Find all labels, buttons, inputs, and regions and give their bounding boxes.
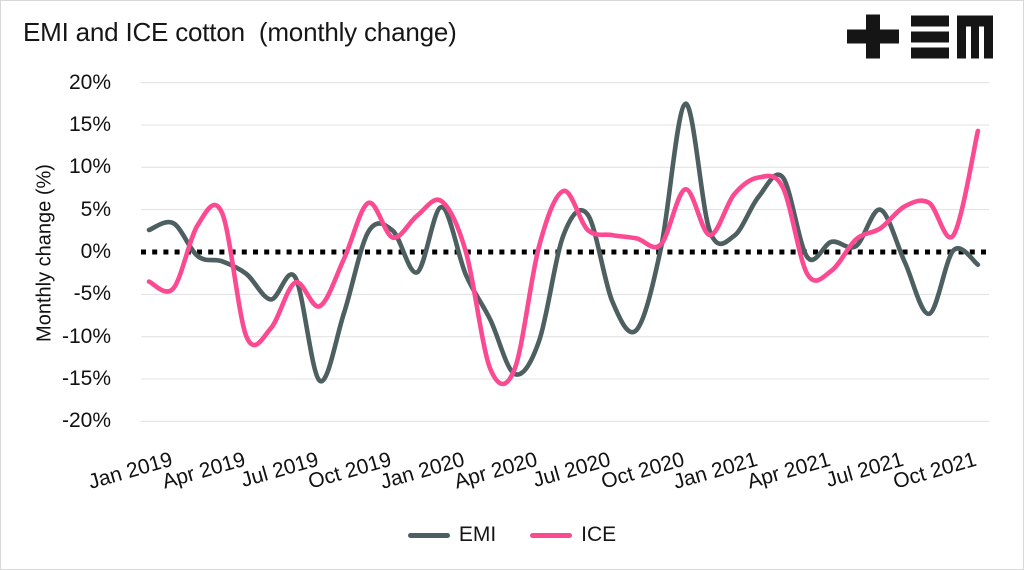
y-tick-label: -20% bbox=[61, 409, 111, 433]
y-tick-label: 5% bbox=[80, 197, 111, 221]
legend-label: EMI bbox=[458, 523, 497, 546]
y-tick-label: 20% bbox=[68, 70, 111, 94]
y-tick-label: 0% bbox=[80, 240, 111, 263]
legend-item-emi: EMI bbox=[407, 523, 497, 547]
legend-item-ice: ICE bbox=[530, 523, 616, 547]
series-line-ice bbox=[146, 128, 981, 387]
tem-logo bbox=[847, 14, 993, 59]
y-tick-label: -10% bbox=[61, 324, 111, 348]
logo-bar-top bbox=[911, 15, 949, 27]
chart-legend: EMI ICE bbox=[1, 523, 1023, 547]
legend-swatch-ice bbox=[530, 532, 573, 538]
legend-label: ICE bbox=[581, 523, 617, 546]
y-tick-label: 15% bbox=[68, 112, 111, 136]
chart-title: EMI and ICE cotton (monthly change) bbox=[23, 17, 457, 47]
y-tick-label: 10% bbox=[68, 155, 111, 179]
logo-bar-middle bbox=[911, 31, 949, 43]
logo-m-glyph bbox=[957, 15, 993, 59]
logo-bar-bottom bbox=[911, 47, 949, 59]
y-tick-label: -5% bbox=[73, 282, 111, 306]
y-tick-label: -15% bbox=[61, 367, 111, 391]
logo-plus-vertical bbox=[866, 14, 880, 59]
legend-swatch-emi bbox=[407, 532, 450, 538]
